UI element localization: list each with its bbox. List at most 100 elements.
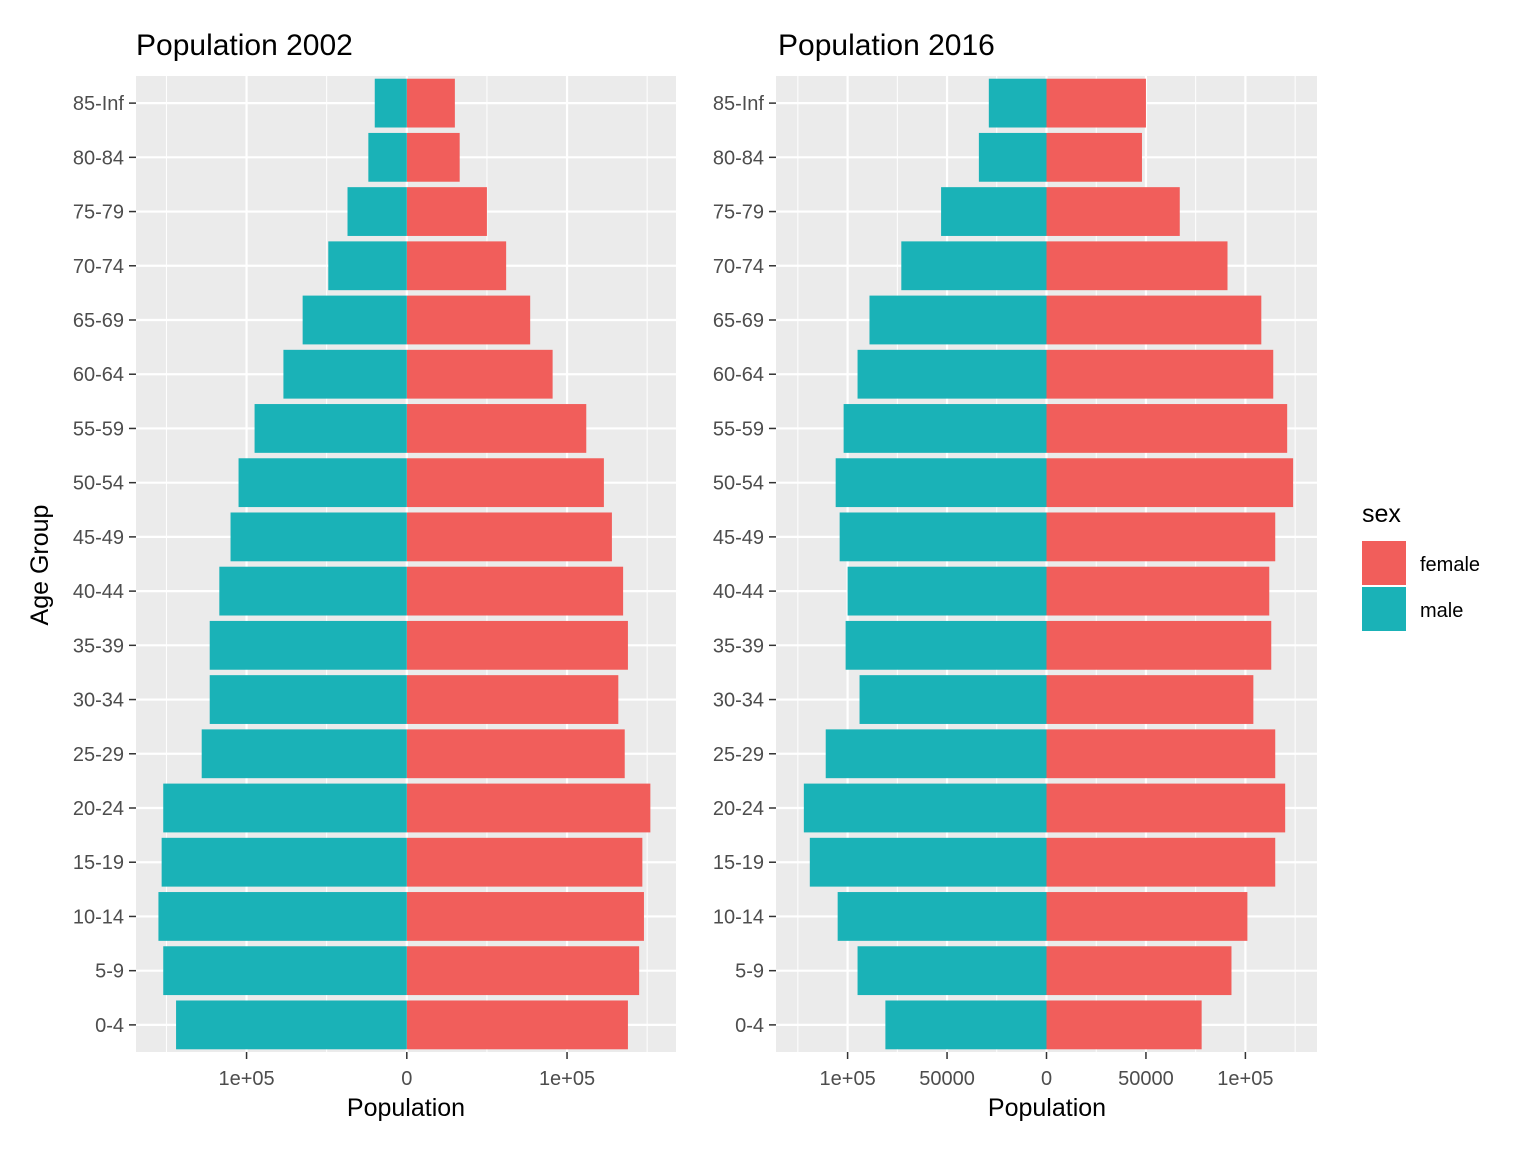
y-tick-label: 60-64: [713, 364, 764, 386]
y-tick-label: 60-64: [73, 364, 124, 386]
y-tick-label: 25-29: [713, 744, 764, 766]
x-tick-label: 1e+05: [539, 1068, 595, 1090]
y-tick-label: 80-84: [713, 147, 764, 169]
legend-title: sex: [1362, 500, 1401, 528]
bar-female-55-59: [1046, 404, 1288, 453]
y-tick-label: 75-79: [73, 202, 124, 224]
bar-female-20-24: [406, 783, 651, 833]
x-axis-title-2002: Population: [347, 1094, 465, 1122]
y-tick-label: 20-24: [713, 798, 764, 820]
y-tick-label: 20-24: [73, 798, 124, 820]
bar-male-85-Inf: [988, 78, 1047, 128]
y-tick-label: 50-54: [713, 473, 764, 495]
bar-male-5-9: [163, 946, 407, 996]
bar-male-0-4: [885, 1000, 1047, 1050]
x-tick-label: 1e+05: [1217, 1068, 1273, 1090]
bar-female-35-39: [1046, 620, 1272, 670]
bar-male-50-54: [835, 458, 1047, 508]
bar-male-85-Inf: [374, 78, 407, 128]
legend-label-female: female: [1420, 554, 1480, 576]
bar-female-30-34: [406, 675, 619, 724]
legend-key-male: [1362, 587, 1406, 631]
y-tick-label: 80-84: [73, 147, 124, 169]
bar-male-10-14: [837, 892, 1047, 941]
y-tick-label: 50-54: [73, 473, 124, 495]
bar-male-20-24: [163, 783, 407, 833]
bar-male-80-84: [978, 132, 1047, 182]
bar-female-0-4: [1046, 1000, 1202, 1050]
chart-title-2016: Population 2016: [778, 29, 995, 62]
bar-male-10-14: [158, 892, 407, 941]
y-tick-label: 35-39: [713, 635, 764, 657]
legend-label-male: male: [1420, 600, 1463, 622]
bar-male-15-19: [161, 837, 407, 887]
bar-male-25-29: [825, 729, 1047, 779]
bar-female-25-29: [1046, 729, 1276, 779]
bar-female-75-79: [1046, 187, 1180, 236]
bar-male-15-19: [809, 837, 1047, 887]
y-tick-label: 85-Inf: [713, 93, 765, 115]
y-tick-label: 0-4: [735, 1015, 764, 1037]
x-tick-label: 0: [1041, 1068, 1052, 1090]
y-tick-label: 55-59: [713, 418, 764, 440]
y-tick-label: 30-34: [73, 690, 124, 712]
y-tick-label: 85-Inf: [73, 93, 125, 115]
bar-female-5-9: [1046, 946, 1232, 996]
y-tick-label: 40-44: [713, 581, 764, 603]
bar-male-75-79: [347, 187, 407, 236]
bar-female-25-29: [406, 729, 625, 779]
bar-female-10-14: [1046, 892, 1248, 941]
x-tick-label: 50000: [1118, 1068, 1174, 1090]
y-tick-label: 10-14: [73, 906, 124, 928]
y-tick-label: 70-74: [713, 256, 764, 278]
bar-male-35-39: [845, 620, 1047, 670]
bar-female-30-34: [1046, 675, 1254, 724]
bar-female-15-19: [406, 837, 643, 887]
bar-male-80-84: [368, 132, 407, 182]
x-tick-label: 50000: [919, 1068, 975, 1090]
bar-female-70-74: [1046, 241, 1228, 291]
x-tick-label: 0: [401, 1068, 412, 1090]
bar-female-65-69: [406, 295, 531, 345]
bar-female-20-24: [1046, 783, 1286, 833]
bar-male-60-64: [283, 349, 407, 399]
y-tick-label: 55-59: [73, 418, 124, 440]
bar-male-25-29: [201, 729, 407, 779]
bar-female-75-79: [406, 187, 487, 236]
bar-female-45-49: [1046, 512, 1276, 562]
bar-male-40-44: [847, 566, 1047, 616]
bar-male-45-49: [230, 512, 407, 562]
panel-population-2016: 0-4 5-9 10-14 15-19 20-24 25-29 30-34 35-39 40-4…: [713, 76, 1317, 1090]
bar-female-35-39: [406, 620, 628, 670]
bar-male-20-24: [803, 783, 1047, 833]
bar-female-0-4: [406, 1000, 628, 1050]
bar-female-10-14: [406, 892, 644, 941]
bar-male-45-49: [839, 512, 1047, 562]
y-tick-label: 25-29: [73, 744, 124, 766]
bar-female-80-84: [1046, 132, 1142, 182]
bar-female-65-69: [1046, 295, 1262, 345]
bar-female-50-54: [1046, 458, 1294, 508]
bar-male-70-74: [328, 241, 407, 291]
bar-male-35-39: [209, 620, 407, 670]
bar-male-55-59: [254, 404, 407, 453]
y-tick-label: 0-4: [95, 1015, 124, 1037]
y-tick-label: 65-69: [713, 310, 764, 332]
x-tick-label: 1e+05: [218, 1068, 274, 1090]
y-tick-label: 65-69: [73, 310, 124, 332]
bar-male-50-54: [238, 458, 407, 508]
bar-male-0-4: [176, 1000, 407, 1050]
y-tick-label: 70-74: [73, 256, 124, 278]
y-axis-title: Age Group: [26, 505, 54, 626]
bar-male-30-34: [209, 675, 407, 724]
bar-female-60-64: [406, 349, 553, 399]
bar-female-5-9: [406, 946, 640, 996]
bar-male-65-69: [302, 295, 407, 345]
bar-male-5-9: [857, 946, 1047, 996]
bar-female-40-44: [406, 566, 624, 616]
bar-female-85-Inf: [1046, 78, 1146, 128]
y-tick-label: 35-39: [73, 635, 124, 657]
bar-female-50-54: [406, 458, 604, 508]
y-tick-label: 5-9: [95, 961, 124, 983]
y-tick-label: 40-44: [73, 581, 124, 603]
